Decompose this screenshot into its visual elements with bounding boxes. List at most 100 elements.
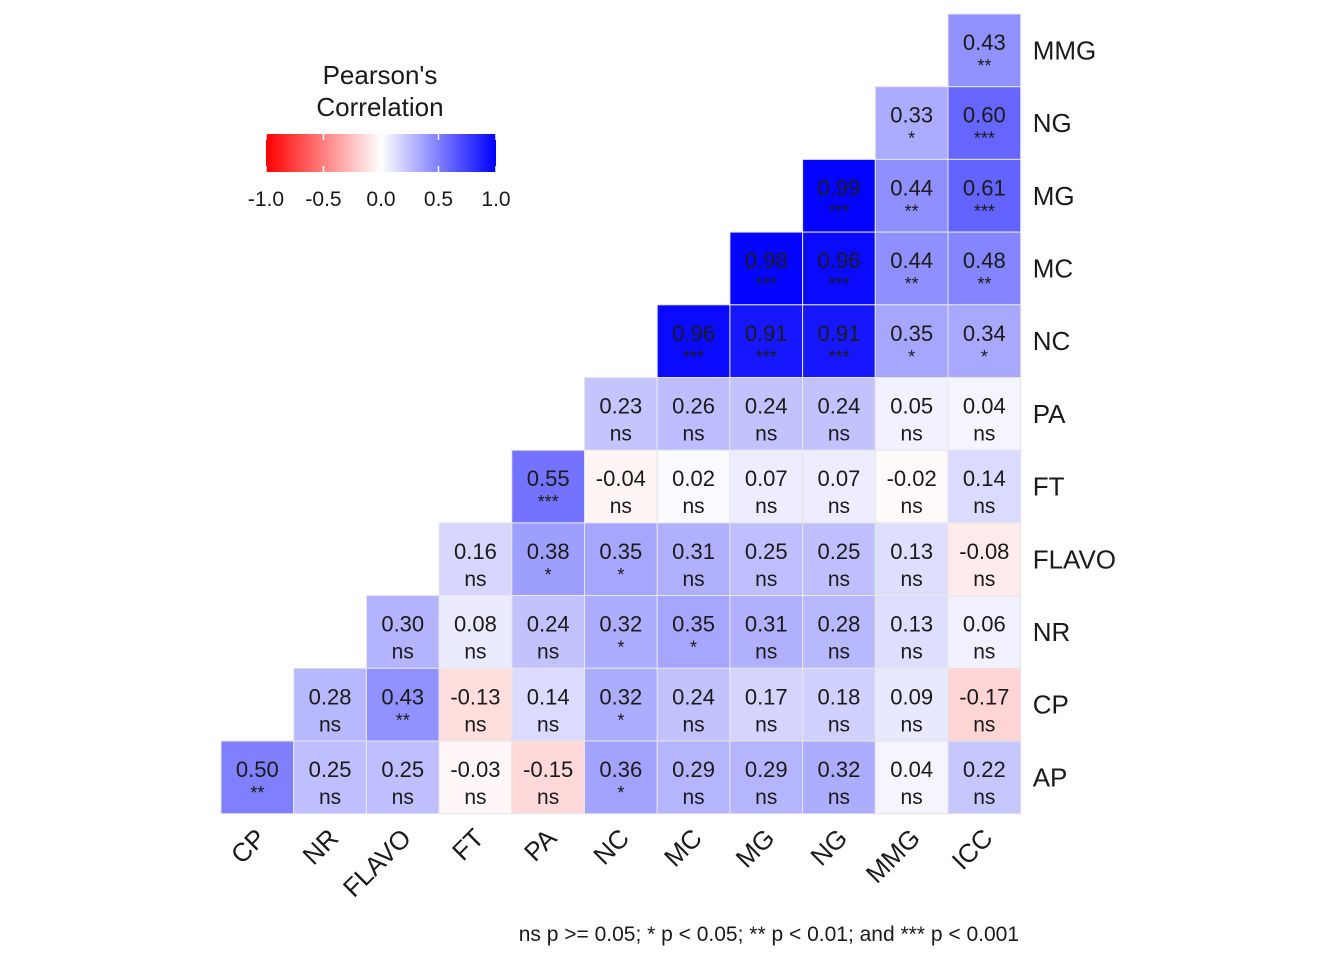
cell-value-label: 0.50 — [236, 757, 279, 782]
y-axis-labels: MMG NG MG MC NC PA FT FLAVO NR CP AP — [1033, 35, 1116, 792]
cell-fill — [584, 522, 658, 597]
cell-significance-label: ns — [682, 423, 704, 446]
heatmap-cell: 0.32* — [584, 595, 658, 669]
cell-fill — [729, 304, 804, 378]
cell-value-label: 0.29 — [745, 757, 788, 782]
cell-significance-label: *** — [974, 201, 995, 221]
cell-significance-label: ** — [905, 201, 919, 221]
x-tick-label: CP — [225, 823, 272, 870]
heatmap-cell: 0.31 ns — [656, 522, 731, 597]
heatmap-cell: 0.50** — [220, 740, 295, 815]
cell-significance-label: * — [617, 565, 624, 585]
y-tick-label: FT — [1033, 472, 1065, 502]
cell-fill — [511, 449, 585, 524]
cell-significance-label: ns — [682, 495, 704, 518]
cell-fill — [584, 740, 658, 815]
cell-value-label: 0.32 — [599, 612, 642, 637]
cell-fill — [947, 231, 1022, 306]
legend-colorbar — [266, 134, 496, 172]
cell-significance-label: ns — [901, 786, 923, 809]
cell-value-label: 0.91 — [745, 321, 788, 346]
cell-significance-label: ns — [464, 713, 486, 736]
heatmap-cell: 0.36* — [584, 740, 658, 815]
cell-significance-label: *** — [683, 347, 704, 367]
cell-value-label: 0.13 — [890, 612, 933, 637]
heatmap-cell: 0.24 ns — [802, 377, 876, 451]
cell-value-label: 0.98 — [745, 248, 788, 273]
y-tick-label: NC — [1033, 326, 1071, 356]
cell-fill — [802, 740, 876, 815]
cell-significance-label: ns — [901, 568, 923, 591]
cell-fill — [947, 377, 1022, 451]
cell-value-label: 0.24 — [672, 684, 715, 709]
x-tick-label: PA — [518, 822, 563, 867]
cell-significance-label: *** — [756, 274, 777, 294]
cell-value-label: -0.08 — [959, 539, 1009, 564]
heatmap-cell: 0.43** — [365, 667, 440, 742]
cell-value-label: 0.48 — [963, 248, 1006, 273]
cell-significance-label: ns — [828, 641, 850, 664]
cell-significance-label: *** — [828, 201, 849, 221]
cell-value-label: 0.29 — [672, 757, 715, 782]
heatmap-cell: 0.32 ns — [802, 740, 876, 815]
heatmap-cell: 0.17 ns — [729, 667, 804, 742]
cell-value-label: 0.31 — [745, 612, 788, 637]
cell-significance-label: ns — [973, 641, 995, 664]
heatmap-cell: 0.38* — [511, 522, 585, 597]
cell-value-label: 0.31 — [672, 539, 715, 564]
heatmap-cell: 0.28 ns — [293, 667, 367, 742]
cell-value-label: 0.43 — [381, 684, 424, 709]
cell-fill — [584, 595, 658, 669]
cell-significance-label: * — [545, 565, 552, 585]
x-tick-label: MG — [730, 823, 781, 874]
cell-significance-label: ** — [905, 274, 919, 294]
cell-fill — [584, 377, 658, 451]
cell-value-label: 0.24 — [818, 394, 861, 419]
cell-fill — [656, 667, 731, 742]
cell-significance-label: ns — [755, 423, 777, 446]
cell-fill — [802, 595, 876, 669]
heatmap-cell: 0.26 ns — [656, 377, 731, 451]
color-legend: Pearson's Correlation -1.0 -0.5 0.0 0.5 1.0 — [248, 60, 511, 211]
cell-value-label: 0.28 — [818, 612, 861, 637]
cell-value-label: 0.96 — [818, 248, 861, 273]
y-tick-label: NG — [1033, 108, 1072, 138]
cell-value-label: 0.04 — [890, 757, 933, 782]
cell-fill — [802, 304, 876, 378]
cell-significance-label: ns — [319, 713, 341, 736]
cell-value-label: 0.25 — [818, 539, 861, 564]
heatmap-cell: 0.34* — [947, 304, 1022, 378]
cell-fill — [729, 449, 804, 524]
cell-significance-label: ns — [828, 786, 850, 809]
heatmap-cell: 0.16 ns — [438, 522, 513, 597]
heatmap-cell: 0.25 ns — [729, 522, 804, 597]
cell-value-label: 0.32 — [599, 684, 642, 709]
cell-fill — [947, 158, 1022, 233]
legend-tick-label: -0.5 — [305, 188, 341, 211]
cell-fill — [947, 667, 1022, 742]
cell-significance-label: ns — [973, 713, 995, 736]
cell-significance-label: ** — [250, 783, 264, 803]
cell-significance-label: ns — [828, 568, 850, 591]
cell-fill — [874, 522, 949, 597]
cell-significance-label: ns — [828, 713, 850, 736]
heatmap-cell: 0.14 ns — [511, 667, 585, 742]
heatmap-cell: 0.91*** — [729, 304, 804, 378]
cell-significance-label: ** — [396, 710, 410, 730]
heatmap-cell: 0.32* — [584, 667, 658, 742]
legend-tick-label: 0.5 — [424, 188, 453, 211]
cell-fill — [365, 595, 440, 669]
cell-fill — [947, 304, 1022, 378]
heatmap-cell: 0.31 ns — [729, 595, 804, 669]
cell-significance-label: ns — [828, 495, 850, 518]
heatmap-cell: -0.08 ns — [947, 522, 1022, 597]
cell-value-label: 0.22 — [963, 757, 1006, 782]
cell-significance-label: ns — [464, 568, 486, 591]
cell-value-label: 0.35 — [672, 612, 715, 637]
cell-value-label: 0.30 — [381, 612, 424, 637]
cell-significance-label: * — [908, 129, 915, 149]
cell-significance-label: ns — [901, 713, 923, 736]
heatmap-cell: -0.04 ns — [584, 449, 658, 524]
cell-fill — [438, 522, 513, 597]
